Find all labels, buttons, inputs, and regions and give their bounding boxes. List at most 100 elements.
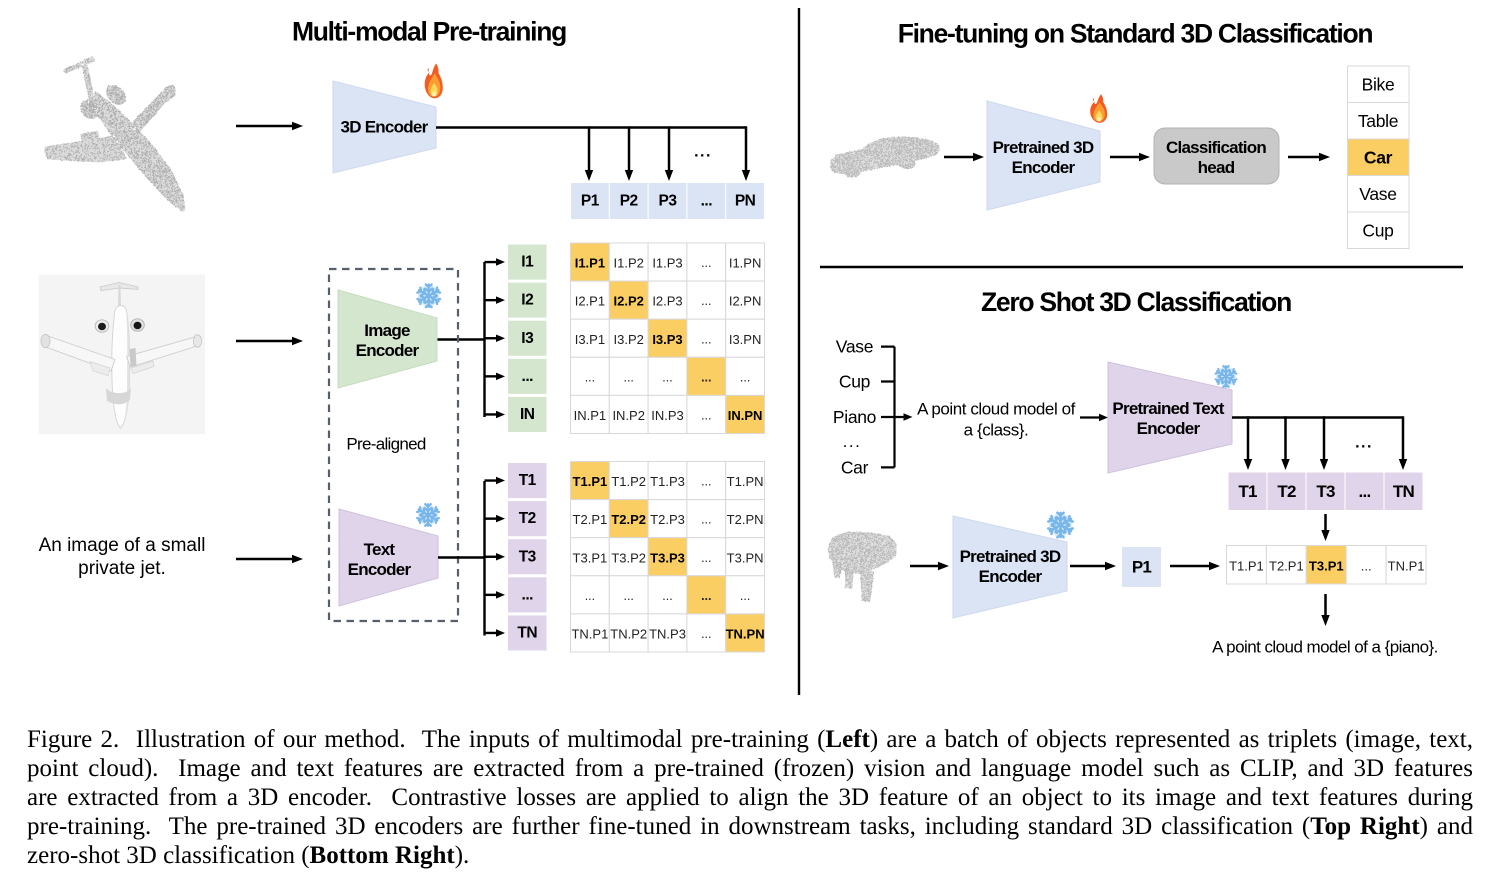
svg-text:I2.P3: I2.P3 [652, 294, 682, 309]
svg-text:...: ... [1355, 435, 1373, 452]
svg-text:T2: T2 [519, 510, 536, 527]
svg-text:P1: P1 [1132, 558, 1152, 577]
svg-text:Encoder: Encoder [348, 560, 412, 579]
svg-text:A point cloud model of: A point cloud model of [917, 400, 1076, 419]
svg-text:...: ... [522, 368, 534, 385]
svg-text:T2.P1: T2.P1 [1269, 558, 1304, 573]
svg-text:T2.P3: T2.P3 [650, 512, 685, 527]
svg-text:P1: P1 [581, 193, 600, 210]
svg-text:...: ... [701, 408, 711, 422]
svg-text:Encoder: Encoder [356, 341, 420, 360]
svg-text:IN.P2: IN.P2 [612, 408, 645, 423]
svg-text:T3: T3 [519, 548, 537, 565]
svg-text:Encoder: Encoder [979, 567, 1043, 586]
svg-text:T2.PN: T2.PN [727, 512, 764, 527]
svg-text:Pretrained 3D: Pretrained 3D [993, 138, 1094, 157]
svg-text:Cup: Cup [839, 372, 870, 392]
svg-text:I3: I3 [521, 330, 534, 347]
svg-text:Encoder: Encoder [1012, 158, 1076, 177]
svg-text:T1.P1: T1.P1 [573, 474, 608, 489]
svg-text:3D Encoder: 3D Encoder [341, 118, 429, 137]
svg-text:TN: TN [1393, 482, 1415, 501]
svg-text:IN: IN [520, 406, 535, 423]
svg-text:Vase: Vase [1359, 184, 1396, 204]
svg-text:T1.P3: T1.P3 [650, 474, 685, 489]
svg-text:I3.P3: I3.P3 [652, 332, 682, 347]
svg-text:T3.P1: T3.P1 [573, 550, 608, 565]
svg-text:T1: T1 [1238, 482, 1257, 501]
svg-text:T1.P2: T1.P2 [611, 474, 646, 489]
svg-text:Piano: Piano [833, 407, 876, 427]
svg-text:T2.P1: T2.P1 [573, 512, 608, 527]
svg-text:TN.P1: TN.P1 [571, 626, 608, 641]
svg-text:I3.P2: I3.P2 [614, 332, 644, 347]
svg-text:T3.P3: T3.P3 [650, 550, 685, 565]
svg-text:Image: Image [364, 321, 410, 340]
svg-text:head: head [1198, 158, 1235, 177]
svg-text:I1.PN: I1.PN [729, 256, 762, 271]
svg-text:...: ... [662, 370, 672, 384]
svg-text:IN.PN: IN.PN [728, 408, 763, 423]
svg-text:Multi-modal Pre-training: Multi-modal Pre-training [292, 17, 566, 47]
svg-text:I1.P3: I1.P3 [652, 256, 682, 271]
svg-text:...: ... [740, 589, 750, 603]
svg-text:I1.P1: I1.P1 [575, 256, 605, 271]
svg-text:Vase: Vase [836, 337, 873, 357]
svg-text:...: ... [701, 513, 711, 527]
svg-text:Pretrained Text: Pretrained Text [1112, 399, 1224, 418]
svg-text:Car: Car [841, 457, 869, 477]
svg-text:Encoder: Encoder [1137, 419, 1201, 438]
svg-text:T2: T2 [1277, 482, 1296, 501]
svg-text:IN.P3: IN.P3 [651, 408, 684, 423]
svg-text:TN.P3: TN.P3 [649, 626, 686, 641]
svg-text:...: ... [701, 589, 711, 603]
svg-text:...: ... [843, 432, 862, 451]
svg-text:TN: TN [517, 624, 537, 641]
svg-text:Car: Car [1364, 147, 1393, 167]
svg-text:Table: Table [1358, 111, 1398, 131]
svg-text:Fine-tuning on Standard 3D Cla: Fine-tuning on Standard 3D Classificatio… [898, 19, 1373, 49]
svg-text:TN.P2: TN.P2 [610, 626, 647, 641]
svg-text:Pre-aligned: Pre-aligned [346, 435, 425, 454]
svg-text:I2.P1: I2.P1 [575, 294, 605, 309]
svg-text:...: ... [701, 294, 711, 308]
svg-text:Zero Shot 3D Classification: Zero Shot 3D Classification [981, 287, 1291, 317]
svg-text:T3.P1: T3.P1 [1309, 558, 1344, 573]
svg-text:P3: P3 [659, 193, 678, 210]
svg-text:T1: T1 [519, 472, 537, 489]
svg-text:Bike: Bike [1362, 74, 1395, 94]
svg-text:IN.P1: IN.P1 [574, 408, 607, 423]
svg-text:PN: PN [735, 193, 756, 210]
svg-text:...: ... [701, 627, 711, 641]
svg-text:...: ... [701, 193, 713, 210]
svg-text:T2.P2: T2.P2 [611, 512, 646, 527]
svg-text:I1: I1 [521, 254, 534, 271]
svg-text:T1.PN: T1.PN [727, 474, 764, 489]
svg-text:P2: P2 [620, 193, 638, 210]
svg-text:...: ... [701, 475, 711, 489]
svg-text:...: ... [740, 370, 750, 384]
svg-text:TN.PN: TN.PN [726, 626, 765, 641]
svg-text:T3: T3 [1316, 482, 1335, 501]
svg-text:...: ... [1361, 558, 1372, 573]
svg-text:Cup: Cup [1362, 220, 1393, 240]
svg-text:...: ... [694, 144, 712, 161]
svg-text:...: ... [623, 589, 633, 603]
svg-text:T3.P2: T3.P2 [611, 550, 646, 565]
svg-text:...: ... [585, 370, 595, 384]
svg-text:...: ... [623, 370, 633, 384]
svg-text:...: ... [701, 332, 711, 346]
svg-text:...: ... [1359, 482, 1371, 501]
svg-text:I2.P2: I2.P2 [614, 294, 644, 309]
svg-text:Classification: Classification [1166, 138, 1266, 157]
svg-text:...: ... [701, 256, 711, 270]
svg-text:...: ... [585, 589, 595, 603]
svg-text:T3.PN: T3.PN [727, 550, 764, 565]
svg-text:Pretrained 3D: Pretrained 3D [960, 547, 1061, 566]
svg-text:TN.P1: TN.P1 [1388, 558, 1425, 573]
svg-text:I2.PN: I2.PN [729, 294, 762, 309]
svg-text:Text: Text [364, 540, 396, 559]
svg-text:private jet.: private jet. [78, 558, 166, 579]
svg-text:I1.P2: I1.P2 [614, 256, 644, 271]
svg-text:...: ... [701, 370, 711, 384]
